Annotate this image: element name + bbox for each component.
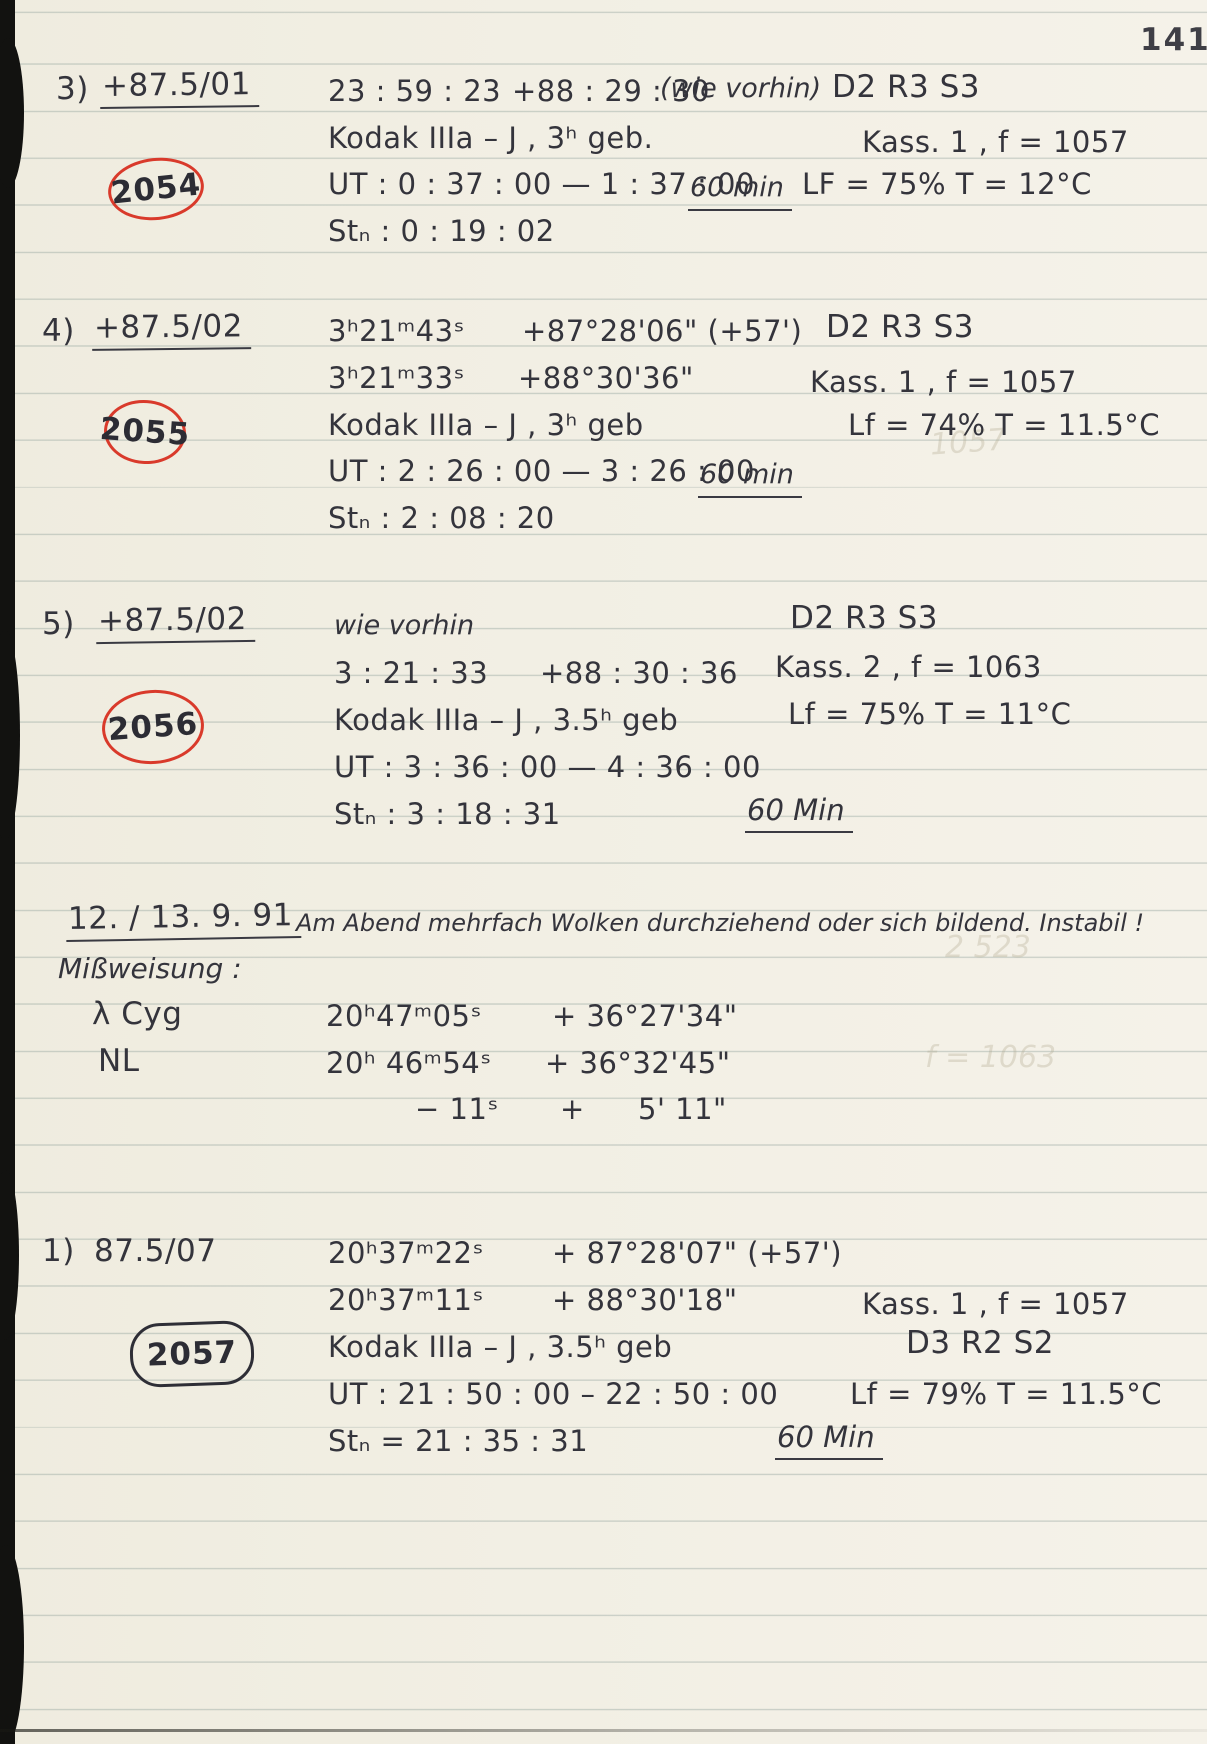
binding-blob bbox=[0, 630, 20, 840]
entry-index: 5) bbox=[42, 606, 75, 642]
entry-conditions: Lf = 79% T = 11.5°C bbox=[850, 1377, 1163, 1411]
deviation-delta-dec: 5' 11" bbox=[638, 1092, 727, 1126]
entry-target-field: +87.5/02 bbox=[91, 308, 252, 351]
entry-ra: 3ʰ21ᵐ43ˢ bbox=[328, 314, 465, 348]
session-date: 12. / 13. 9. 91 bbox=[65, 897, 302, 943]
entry-conditions: Lf = 75% T = 11°C bbox=[788, 697, 1072, 731]
entry-ut-interval: UT : 3 : 36 : 00 — 4 : 36 : 00 bbox=[334, 750, 761, 784]
plate-number: 2054 bbox=[109, 166, 203, 212]
entry-target-field: +87.5/02 bbox=[95, 601, 256, 645]
entry-dec: +87°28'06" (+57') bbox=[522, 314, 803, 348]
binding-blob bbox=[0, 38, 24, 188]
deviation-star1-dec: + 36°27'34" bbox=[552, 999, 738, 1033]
plate-number: 2055 bbox=[98, 410, 192, 454]
entry-film: Kodak IIIa – J , 3ʰ geb. bbox=[328, 121, 654, 155]
plate-number-circle: 2054 bbox=[105, 153, 207, 225]
entry-duration: 60 Min bbox=[775, 1420, 883, 1460]
entry-sidereal-time: Stₙ : 2 : 08 : 20 bbox=[328, 501, 555, 535]
entry-film: Kodak IIIa – J , 3.5ʰ geb bbox=[328, 1330, 673, 1364]
entry-note: (wie vorhin) bbox=[660, 73, 822, 104]
entry-sidereal-time: Stₙ : 0 : 19 : 02 bbox=[328, 214, 555, 248]
plate-number: 2057 bbox=[146, 1334, 238, 1374]
entry-ra: 23 : 59 : 23 bbox=[328, 74, 502, 108]
entry-ra: 20ʰ37ᵐ22ˢ bbox=[328, 1236, 484, 1270]
entry-index: 3) bbox=[56, 71, 89, 107]
book-binding-edge bbox=[0, 0, 15, 1744]
entry-duration: 60 Min bbox=[745, 793, 853, 833]
plate-number-circle: 2055 bbox=[99, 397, 191, 467]
entry-sidereal-time: Stₙ = 21 : 35 : 31 bbox=[328, 1424, 589, 1458]
deviation-star2: NL bbox=[98, 1043, 140, 1079]
entry-ra2: 3ʰ21ᵐ33ˢ bbox=[328, 361, 465, 395]
deviation-star2-dec: + 36°32'45" bbox=[545, 1046, 731, 1080]
bleed-through-text: f = 1063 bbox=[925, 1040, 1057, 1075]
plate-number: 2056 bbox=[106, 705, 200, 749]
entry-film: Kodak IIIa – J , 3ʰ geb bbox=[328, 408, 644, 442]
entry-target-field: 87.5/07 bbox=[94, 1233, 217, 1269]
entry-dec: + 87°28'07" (+57') bbox=[552, 1236, 843, 1270]
entry-dec: +88 : 30 : 36 bbox=[540, 656, 738, 690]
entry-instrument-codes: D3 R2 S2 bbox=[906, 1325, 1054, 1361]
entry-index: 4) bbox=[42, 313, 75, 349]
deviation-label: Mißweisung : bbox=[58, 952, 242, 985]
entry-dec2: +88°30'36" bbox=[518, 361, 694, 395]
entry-ut-interval: UT : 2 : 26 : 00 — 3 : 26 : 00 bbox=[328, 454, 755, 488]
bleed-through-text: 2 523 bbox=[945, 930, 1031, 965]
entry-dec: +88 : 29 : 30 bbox=[512, 74, 710, 108]
entry-cassette: Kass. 1 , f = 1057 bbox=[862, 125, 1129, 159]
deviation-star1: λ Cyg bbox=[92, 996, 183, 1032]
page-bottom-edge bbox=[0, 1729, 1207, 1732]
entry-index: 1) bbox=[42, 1233, 75, 1269]
weather-note: Am Abend mehrfach Wolken durchziehend od… bbox=[296, 909, 1145, 937]
entry-conditions: LF = 75% T = 12°C bbox=[802, 167, 1092, 201]
entry-cassette: Kass. 1 , f = 1057 bbox=[810, 365, 1077, 399]
deviation-star2-ra: 20ʰ 46ᵐ54ˢ bbox=[326, 1046, 492, 1080]
entry-instrument-codes: D2 R3 S3 bbox=[790, 600, 938, 636]
entry-duration: 60 min bbox=[688, 171, 792, 211]
entry-film: Kodak IIIa – J , 3.5ʰ geb bbox=[334, 703, 679, 737]
deviation-star1-ra: 20ʰ47ᵐ05ˢ bbox=[326, 999, 482, 1033]
entry-dec2: + 88°30'18" bbox=[552, 1283, 738, 1317]
entry-instrument-codes: D2 R3 S3 bbox=[832, 69, 980, 105]
entry-target-field: +87.5/01 bbox=[99, 66, 260, 109]
entry-sidereal-time: Stₙ : 3 : 18 : 31 bbox=[334, 797, 561, 831]
entry-cassette: Kass. 2 , f = 1063 bbox=[775, 650, 1042, 684]
deviation-delta-sign: + bbox=[560, 1092, 585, 1126]
entry-ut-interval: UT : 0 : 37 : 00 — 1 : 37 : 00 bbox=[328, 167, 755, 201]
entry-cassette: Kass. 1 , f = 1057 bbox=[862, 1287, 1129, 1321]
binding-blob bbox=[0, 1545, 24, 1744]
entry-ut-interval: UT : 21 : 50 : 00 – 22 : 50 : 00 bbox=[328, 1377, 779, 1411]
entry-duration: 60 min bbox=[698, 458, 802, 498]
entry-conditions: Lf = 74% T = 11.5°C bbox=[848, 408, 1161, 442]
deviation-delta-ra: − 11ˢ bbox=[415, 1092, 499, 1126]
entry-instrument-codes: D2 R3 S3 bbox=[826, 309, 974, 345]
entry-ra2: 20ʰ37ᵐ11ˢ bbox=[328, 1283, 484, 1317]
page-number: 141 bbox=[1140, 22, 1207, 58]
plate-number-circle: 2057 bbox=[128, 1319, 256, 1389]
plate-number-circle: 2056 bbox=[99, 686, 207, 768]
entry-note: wie vorhin bbox=[334, 610, 475, 641]
binding-blob bbox=[0, 1170, 19, 1340]
entry-ra: 3 : 21 : 33 bbox=[334, 656, 489, 690]
